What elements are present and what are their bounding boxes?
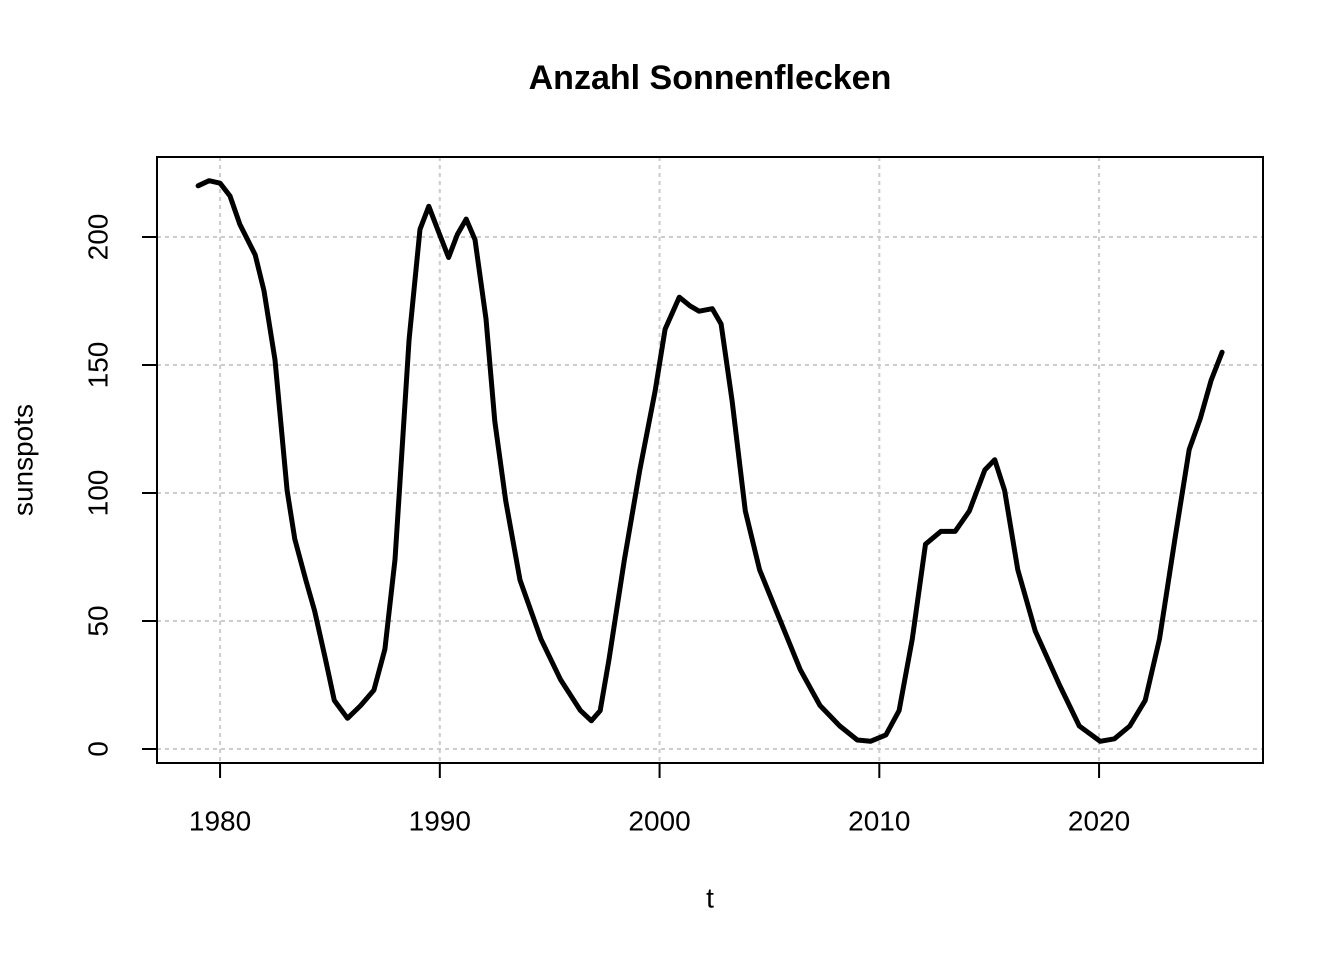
x-tick-label: 1980 (189, 805, 251, 836)
y-tick-label: 150 (82, 342, 113, 389)
x-axis-label: t (706, 882, 714, 913)
line (195, 178, 1225, 744)
y-tick-label: 100 (82, 470, 113, 517)
x-tick-label: 2000 (628, 805, 690, 836)
y-axis-label: sunspots (7, 404, 38, 516)
x-tick-label: 2010 (848, 805, 910, 836)
y-tick-label: 50 (82, 605, 113, 636)
x-tick-label: 1990 (409, 805, 471, 836)
y-tick-label: 0 (82, 741, 113, 757)
x-tick-label: 2020 (1068, 805, 1130, 836)
y-tick-label: 200 (82, 214, 113, 261)
plot-frame (156, 156, 1264, 764)
chart-title: Anzahl Sonnenflecken (529, 59, 892, 97)
